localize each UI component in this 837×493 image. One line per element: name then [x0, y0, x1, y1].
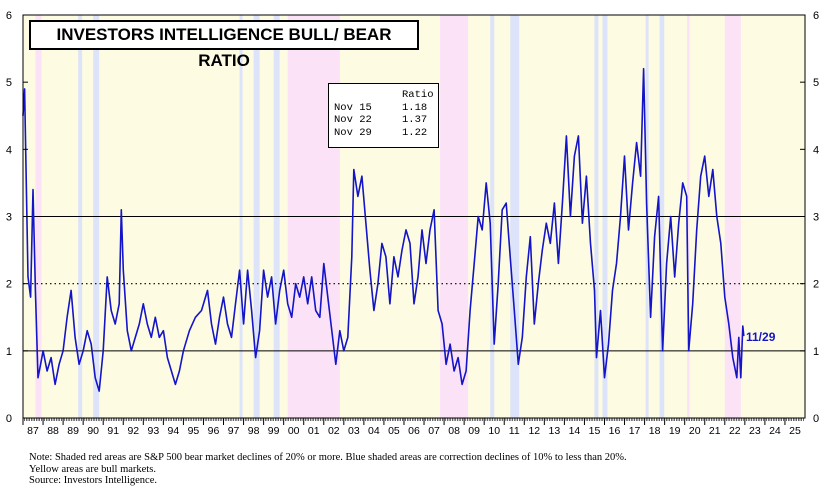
x-tick-label: 90: [87, 425, 99, 437]
x-tick-label: 00: [288, 425, 300, 437]
x-tick-label: 11: [509, 425, 520, 437]
x-tick-label: 25: [789, 425, 801, 437]
ratio-table: Ratio Nov 15 1.18 Nov 22 1.37 Nov 29 1.2…: [328, 83, 439, 148]
reference-lines: [23, 216, 805, 352]
x-tick-label: 92: [127, 425, 139, 437]
ratio-date: Nov 22: [334, 114, 372, 126]
x-tick-label: 91: [107, 425, 119, 437]
last-value-label: 11/29: [746, 330, 776, 344]
x-tick-label: 03: [348, 425, 360, 437]
x-tick-label: 93: [147, 425, 159, 437]
x-tick-label: 02: [328, 425, 340, 437]
x-tick-label: 13: [549, 425, 561, 437]
ratio-date: Nov 15: [334, 101, 372, 114]
x-tick-label: 07: [428, 425, 440, 437]
y-tick-label: 0: [6, 413, 12, 425]
x-tick-label: 15: [589, 425, 601, 437]
x-tick-label: 05: [388, 425, 400, 437]
y-tick-label: 1: [813, 346, 819, 358]
y-tick-label: 5: [813, 77, 819, 89]
y-tick-label: 4: [6, 144, 12, 156]
x-tick-label: 97: [228, 425, 240, 437]
x-tick-label: 89: [67, 425, 79, 437]
chart-footnote: Note: Shaded red areas are S&P 500 bear …: [29, 452, 627, 487]
ratio-table-row: Nov 15 1.18: [334, 102, 438, 115]
x-tick-label: 18: [649, 425, 661, 437]
x-tick-label: 94: [168, 425, 180, 437]
footnote-line: Yellow areas are bull markets.: [29, 463, 156, 475]
ratio-table-row: Nov 29 1.22: [334, 127, 438, 140]
footnote-line: Source: Investors Intelligence.: [29, 475, 157, 486]
y-tick-label: 3: [813, 212, 819, 224]
x-tick-label: 98: [248, 425, 260, 437]
x-tick-label: 14: [569, 425, 581, 437]
y-axis-right: 0 1 2 3 4 5 6: [800, 10, 819, 425]
x-tick-label: 09: [468, 425, 480, 437]
y-tick-label: 5: [6, 77, 12, 89]
x-tick-label: 96: [208, 425, 220, 437]
y-tick-label: 2: [813, 279, 819, 291]
x-tick-label: 87: [27, 425, 39, 437]
x-tick-label: 16: [609, 425, 621, 437]
ratio-value: 1.37: [402, 114, 428, 126]
footnote-line: Note: Shaded red areas are S&P 500 bear …: [29, 452, 627, 463]
y-axis-left: 0 1 2 3 4 5 6: [6, 10, 28, 425]
y-tick-label: 1: [6, 346, 12, 358]
x-tick-label: 10: [488, 425, 500, 437]
x-tick-label: 06: [408, 425, 420, 437]
y-tick-label: 3: [6, 212, 12, 224]
x-tick-label: 01: [308, 425, 320, 437]
bull-bear-ratio-line: [22, 67, 745, 392]
y-tick-label: 0: [813, 413, 819, 425]
x-tick-label: 17: [629, 425, 641, 437]
y-tick-label: 6: [6, 10, 12, 22]
x-tick-label: 23: [749, 425, 761, 437]
y-tick-label: 6: [813, 10, 819, 22]
ratio-table-row: Nov 22 1.37: [334, 114, 438, 127]
x-tick-label: 88: [47, 425, 59, 437]
ratio-value: 1.18: [402, 101, 428, 114]
x-tick-label: 24: [769, 425, 781, 437]
ratio-table-header: Ratio: [402, 89, 434, 101]
y-tick-label: 4: [813, 144, 819, 156]
x-tick-label: 99: [268, 425, 280, 437]
y-tick-label: 2: [6, 279, 12, 291]
x-tick-label: 04: [368, 425, 380, 437]
x-axis: 87 88 89 90 91 92 93 94 95 96 97 98 99 00 01 02 03 04 05 06…: [22, 418, 804, 437]
x-tick-label: 21: [709, 425, 721, 437]
ratio-value: 1.22: [402, 126, 428, 139]
chart-title: INVESTORS INTELLIGENCE BULL/ BEAR RATIO: [29, 20, 419, 70]
x-tick-label: 20: [689, 425, 701, 437]
x-tick-label: 19: [669, 425, 681, 437]
x-tick-label: 22: [729, 425, 741, 437]
ratio-date: Nov 29: [334, 126, 372, 139]
x-tick-label: 95: [188, 425, 200, 437]
x-tick-label: 12: [528, 425, 540, 437]
x-tick-label: 08: [448, 425, 460, 437]
